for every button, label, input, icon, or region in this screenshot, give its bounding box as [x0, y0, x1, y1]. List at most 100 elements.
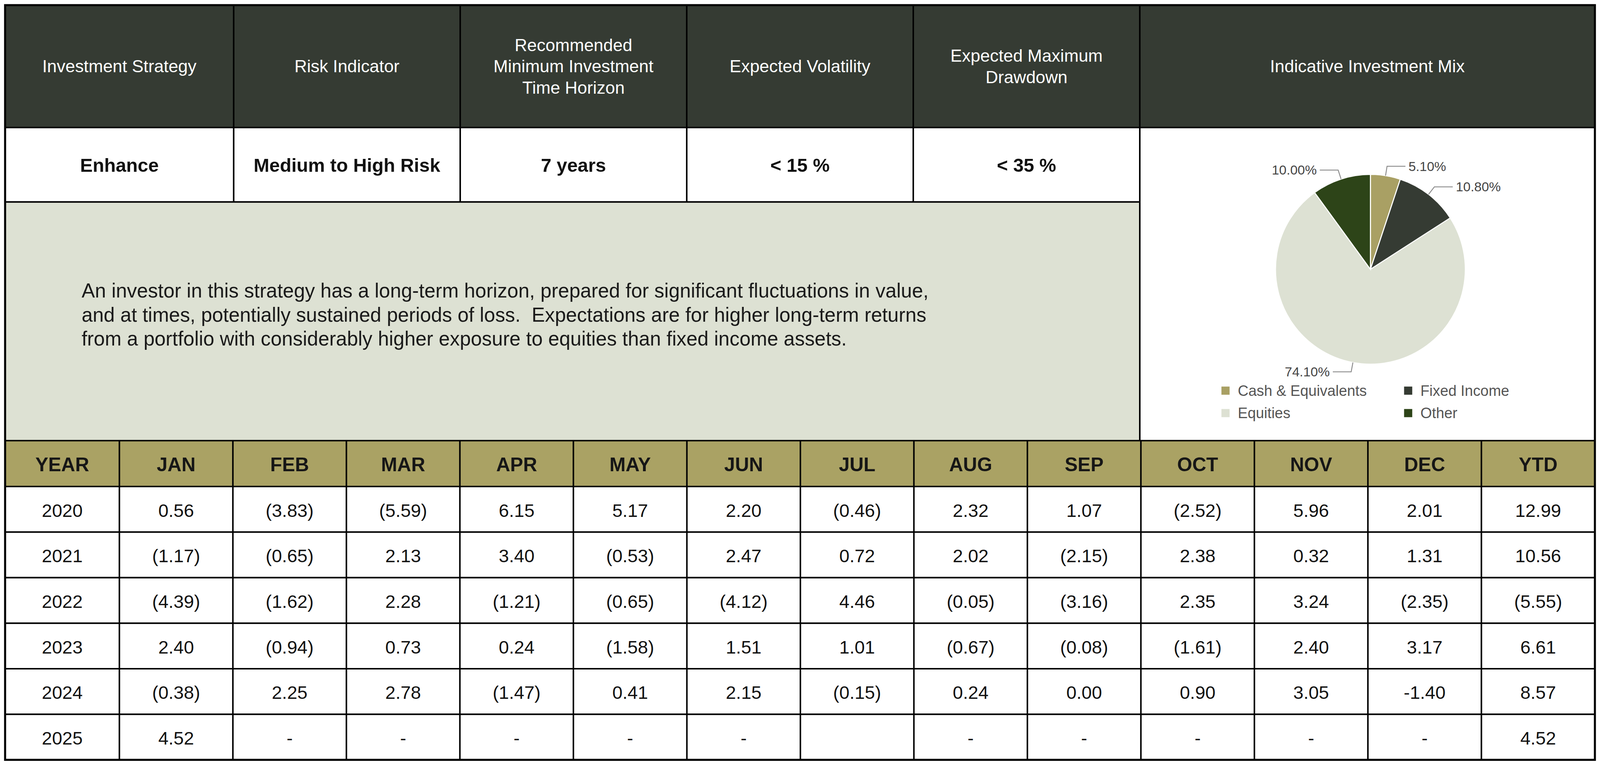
return-cell: (0.46): [833, 500, 882, 522]
return-cell: -: [740, 728, 747, 749]
grid-line: [913, 441, 915, 761]
return-cell: 6.15: [498, 500, 535, 522]
header-label: Expected MaximumDrawdown: [950, 46, 1103, 87]
return-cell: 3.05: [1293, 682, 1330, 704]
profile-value: Enhance: [80, 154, 159, 176]
return-cell: (0.15): [833, 682, 882, 704]
legend-label: Fixed Income: [1420, 382, 1509, 400]
return-cell: 0.32: [1293, 545, 1330, 567]
legend-swatch: [1403, 409, 1413, 418]
return-cell: 4.46: [839, 591, 876, 613]
return-cell: -: [400, 728, 407, 749]
column-header: OCT: [1177, 453, 1219, 476]
return-cell: 2.15: [725, 682, 762, 704]
return-cell: 0.24: [498, 637, 535, 658]
header-label: RecommendedMinimum InvestmentTime Horizo…: [493, 35, 654, 98]
header-line: Expected Volatility: [729, 56, 871, 76]
profile-value: < 15 %: [770, 154, 830, 176]
slice-label: 5.10%: [1408, 158, 1447, 174]
legend-swatch: [1221, 409, 1230, 418]
column-header: AUG: [949, 453, 993, 476]
legend-label: Equities: [1237, 405, 1291, 422]
return-cell: 0.90: [1179, 682, 1216, 704]
grid-line: [5, 201, 1140, 203]
description-line: and at times, potentially sustained peri…: [81, 303, 927, 327]
return-cell: -1.40: [1403, 682, 1446, 704]
column-header: JUN: [724, 453, 763, 476]
profile-value: Medium to High Risk: [253, 154, 441, 176]
header-line: Risk Indicator: [294, 56, 400, 76]
return-cell: 4.52: [158, 728, 195, 749]
grid-line: [1367, 441, 1369, 761]
return-cell: 0.72: [839, 545, 876, 567]
grid-line: [685, 5, 688, 202]
return-cell: 0.73: [385, 637, 422, 658]
grid-line: [459, 5, 461, 202]
grid-line: [1480, 441, 1483, 761]
return-cell: (1.62): [265, 591, 314, 613]
year-cell: 2024: [41, 682, 83, 704]
return-cell: -: [1308, 728, 1315, 749]
year-cell: 2022: [41, 591, 83, 613]
return-cell: 1.51: [725, 637, 762, 658]
header-line: Indicative Investment Mix: [1269, 56, 1465, 76]
return-cell: (0.67): [946, 637, 995, 658]
year-cell: 2020: [41, 500, 83, 522]
grid-line: [912, 5, 915, 202]
return-cell: 2.35: [1179, 591, 1216, 613]
return-cell: 4.52: [1520, 728, 1557, 749]
legend-label: Other: [1420, 405, 1458, 422]
header-line: Investment Strategy: [42, 56, 197, 76]
description-line: An investor in this strategy has a long-…: [81, 279, 929, 302]
description-line: from a portfolio with considerably highe…: [81, 327, 847, 350]
grid-line: [1026, 441, 1029, 761]
header-line: Time Horizon: [522, 78, 625, 98]
return-cell: (2.15): [1060, 545, 1109, 567]
return-cell: 1.07: [1066, 500, 1103, 522]
label-leader: [1385, 166, 1406, 176]
return-cell: 2.02: [952, 545, 989, 567]
return-cell: -: [1081, 728, 1088, 749]
column-header: YEAR: [35, 453, 90, 476]
grid-line: [572, 441, 575, 761]
return-cell: -: [513, 728, 520, 749]
pie-slice: [1314, 174, 1371, 270]
return-cell: 1.31: [1406, 545, 1443, 567]
return-cell: (3.83): [265, 500, 314, 522]
grid-line: [1253, 441, 1256, 761]
legend-swatch: [1221, 386, 1230, 395]
column-header: DEC: [1404, 453, 1446, 476]
grid-line: [685, 441, 688, 761]
grid-line: [799, 441, 802, 761]
return-cell: -: [1421, 728, 1428, 749]
return-cell: (0.65): [265, 545, 314, 567]
column-header: SEP: [1064, 453, 1104, 476]
legend-swatch: [1403, 386, 1413, 395]
return-cell: 5.96: [1293, 500, 1330, 522]
return-cell: 2.20: [725, 500, 762, 522]
return-cell: (0.08): [1060, 637, 1109, 658]
return-cell: (1.61): [1173, 637, 1222, 658]
label-leader: [1319, 170, 1342, 180]
return-cell: 0.41: [612, 682, 649, 704]
return-cell: -: [626, 728, 634, 749]
return-cell: 10.56: [1515, 545, 1562, 567]
return-cell: 2.32: [952, 500, 989, 522]
column-header: APR: [496, 453, 538, 476]
header-line: Expected Maximum: [950, 46, 1103, 66]
grid-line: [345, 441, 348, 761]
slice-label: 10.00%: [1271, 162, 1317, 178]
return-cell: 8.57: [1520, 682, 1557, 704]
return-cell: (1.17): [151, 545, 200, 567]
return-cell: 0.24: [952, 682, 989, 704]
return-cell: (0.94): [265, 637, 314, 658]
legend-label: Cash & Equivalents: [1237, 382, 1367, 400]
header-label: Indicative Investment Mix: [1269, 56, 1465, 76]
column-header: JUL: [838, 453, 876, 476]
return-cell: 0.00: [1066, 682, 1103, 704]
return-cell: -: [286, 728, 293, 749]
return-cell: -: [967, 728, 974, 749]
grid-line: [232, 5, 235, 202]
return-cell: 3.40: [498, 545, 535, 567]
return-cell: 0.56: [158, 500, 195, 522]
